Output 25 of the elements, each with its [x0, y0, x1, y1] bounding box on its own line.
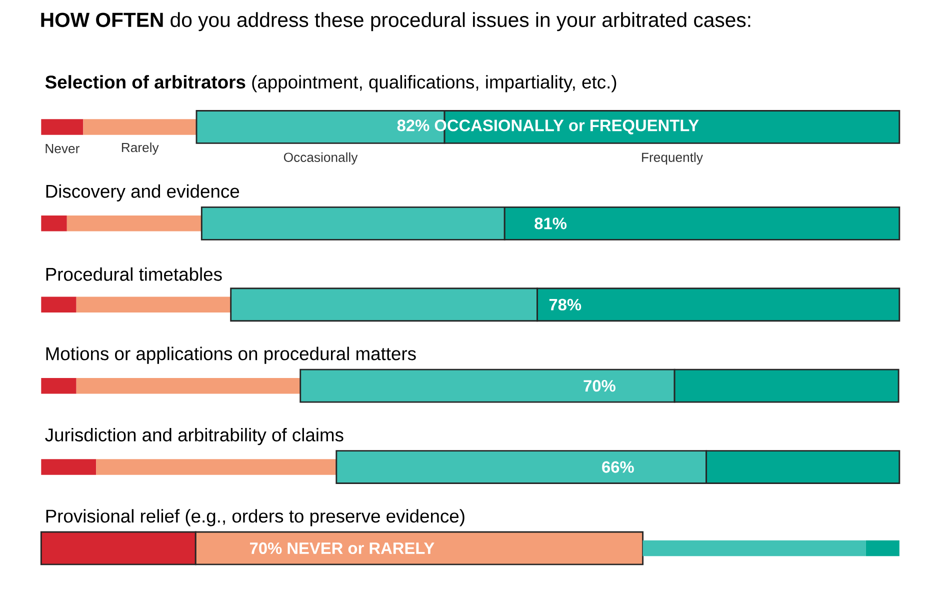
- bar: [41, 378, 76, 394]
- bar: [41, 458, 96, 475]
- y-tick-label: Jurisdiction and arbitrability of claims: [45, 428, 344, 445]
- y-tick-label: Selection of arbitrators (appointment, qualifications, impartiality, etc.): [45, 74, 616, 92]
- bar: [41, 215, 67, 232]
- annotation: 70%: [584, 380, 616, 392]
- series-label: Never: [46, 144, 80, 153]
- annotation: 78%: [549, 298, 582, 310]
- series-label: Rarely: [122, 142, 159, 155]
- annotation: 70% NEVER or RARELY: [250, 542, 434, 554]
- annotation: 82% OCCASIONALLY or FREQUENTLY: [397, 119, 699, 134]
- bar: [96, 458, 336, 475]
- y-tick-label: Procedural timetables: [46, 267, 222, 281]
- bar: [76, 378, 300, 394]
- bar: [41, 296, 76, 312]
- y-tick-label: Provisional relief (e.g., orders to preserve evidence): [46, 508, 464, 526]
- bar: [66, 215, 202, 232]
- series-label: Frequently: [642, 152, 703, 164]
- y-tick-label: Motions or applications on procedural matters: [46, 346, 416, 364]
- y-tick-label: Discovery and evidence: [46, 184, 240, 202]
- annotation: 81%: [534, 217, 567, 230]
- series-label: Occasionally: [284, 152, 358, 164]
- bar: [76, 296, 231, 312]
- annotation: 66%: [602, 461, 634, 473]
- chart-title: HOW OFTEN do you address these procedural issues in your arbitrated cases:: [41, 12, 750, 31]
